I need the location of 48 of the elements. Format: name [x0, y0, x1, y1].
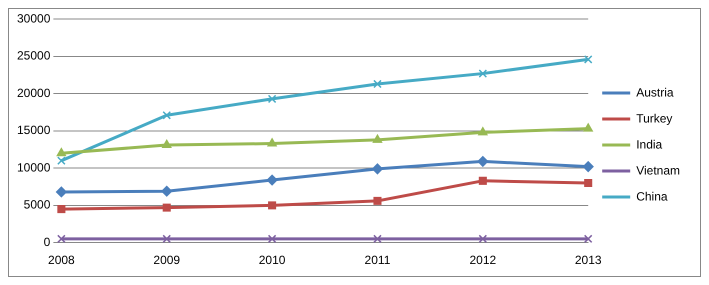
point — [56, 186, 67, 198]
point — [584, 178, 592, 188]
point — [478, 69, 488, 78]
x-tick-label: 2010 — [258, 253, 286, 268]
point — [268, 234, 276, 243]
point — [372, 134, 382, 143]
point — [267, 138, 277, 147]
point — [56, 148, 66, 156]
point — [477, 156, 488, 167]
legend-label: Vietnam — [636, 163, 680, 178]
point — [162, 110, 172, 120]
point — [268, 201, 276, 210]
point — [162, 140, 172, 148]
point — [584, 234, 592, 243]
y-tick-label: 0 — [44, 234, 51, 249]
point — [582, 161, 594, 172]
point — [162, 234, 172, 243]
point — [373, 196, 382, 205]
y-tick-label: 5000 — [24, 198, 51, 212]
x-tick-label: 2011 — [364, 253, 391, 268]
point — [57, 234, 66, 243]
x-tick-label: 2012 — [469, 253, 496, 268]
point — [57, 205, 66, 214]
y-tick-label: 30000 — [16, 12, 51, 26]
y-tick-label: 15000 — [16, 123, 51, 138]
y-tick-label: 20000 — [16, 86, 51, 100]
point — [373, 234, 382, 243]
y-tick-label: 10000 — [16, 160, 51, 174]
y-tick-label: 25000 — [16, 48, 51, 63]
point — [161, 186, 172, 197]
legend-label: Austria — [636, 85, 674, 100]
point — [583, 123, 594, 132]
point — [162, 204, 171, 212]
point — [57, 156, 66, 165]
point — [266, 174, 278, 186]
x-tick-label: 2008 — [48, 253, 76, 268]
legend-label: China — [636, 189, 668, 204]
x-tick-label: 2009 — [153, 253, 180, 268]
point — [478, 176, 487, 185]
point — [268, 94, 276, 104]
x-tick-label: 2013 — [574, 253, 602, 268]
legend-label: India — [636, 137, 663, 152]
point — [373, 80, 382, 88]
point — [584, 55, 592, 64]
point — [372, 163, 383, 174]
point — [478, 234, 488, 243]
legend-label: Turkey — [636, 111, 672, 126]
point — [478, 126, 488, 136]
